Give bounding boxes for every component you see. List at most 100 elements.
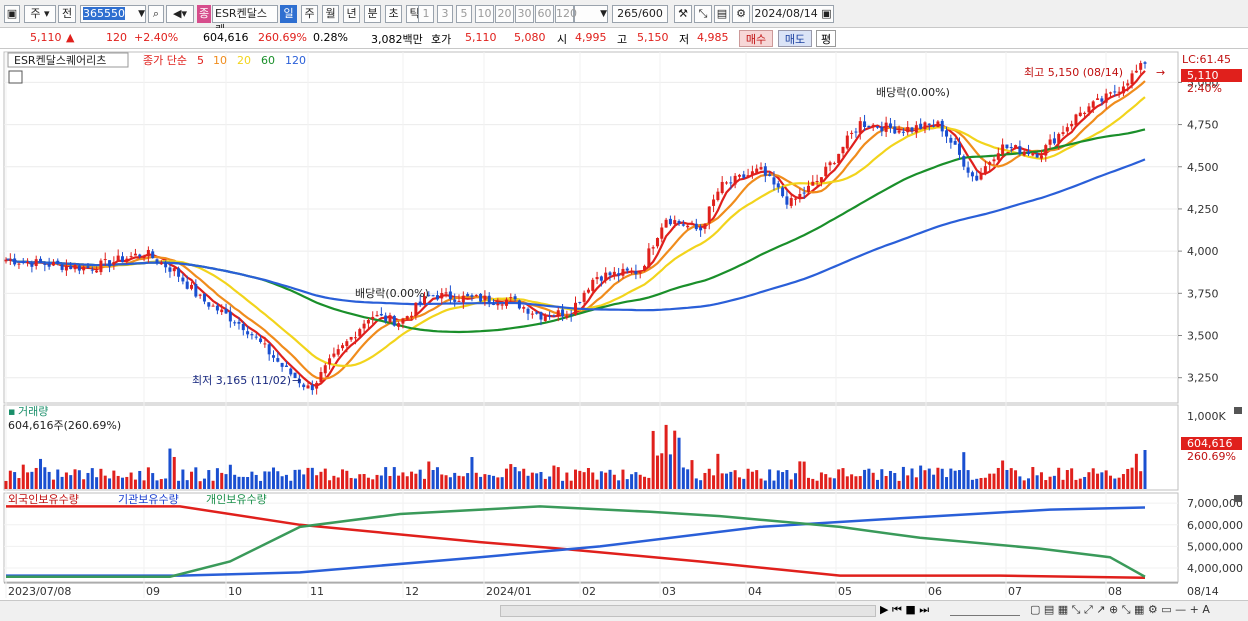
volume-bar	[1087, 472, 1091, 489]
volume-bar	[1134, 453, 1138, 489]
candle-body	[824, 166, 828, 177]
volume-bar	[625, 479, 629, 489]
candle-body	[880, 126, 884, 132]
search-icon[interactable]: ⌕	[148, 5, 164, 23]
candle-body	[51, 262, 55, 266]
candle-body	[725, 182, 729, 184]
volume-bar	[21, 464, 25, 489]
candle-body	[699, 227, 703, 231]
scroll-controls[interactable]: ▶ ⏮ ■ ⏭	[880, 603, 930, 616]
volume-bar	[837, 469, 841, 489]
period-2-button[interactable]: 월	[322, 5, 339, 23]
save-icon[interactable]: ▤	[714, 5, 730, 23]
scroll-track[interactable]	[500, 605, 876, 617]
market-select[interactable]: 주 ▾	[24, 5, 56, 23]
holdings-close-icon[interactable]	[1234, 495, 1242, 502]
interval-1-button[interactable]: 1	[418, 5, 434, 23]
volume-bar	[341, 469, 345, 489]
candle-body	[405, 316, 409, 320]
interval-5-button[interactable]: 5	[456, 5, 472, 23]
period-3-button[interactable]: 년	[343, 5, 360, 23]
x-tick-label: 04	[748, 585, 762, 598]
volume-close-icon[interactable]	[1234, 407, 1242, 414]
volume-bar	[901, 466, 905, 489]
volume-bar	[349, 477, 353, 489]
volume-bar	[750, 471, 754, 489]
candle-body	[759, 167, 763, 170]
gear-icon[interactable]: ⚙	[732, 5, 750, 23]
interval-10-button[interactable]: 10	[475, 5, 494, 23]
zoom-slider[interactable]	[950, 604, 1020, 616]
layout-icon[interactable]: ▣	[4, 5, 20, 23]
candle-body	[34, 259, 38, 266]
candle-body	[129, 256, 133, 258]
candle-body	[233, 322, 237, 324]
interval-30-button[interactable]: 30	[515, 5, 534, 23]
candle-body	[39, 258, 43, 263]
interval-120-button[interactable]: 120	[555, 5, 577, 23]
volume-bar	[716, 453, 720, 489]
period-4-button[interactable]: 분	[364, 5, 381, 23]
period-5-button[interactable]: 초	[385, 5, 402, 23]
volume-bar	[504, 468, 508, 489]
chart-tool-icon[interactable]: ⤡	[694, 5, 712, 23]
volume-bar	[375, 474, 379, 489]
interval-20-button[interactable]: 20	[495, 5, 514, 23]
candle-body	[677, 221, 681, 224]
legend-name-box[interactable]	[7, 52, 129, 68]
interval-dropdown[interactable]: ▼	[574, 5, 608, 23]
volume-bar	[966, 470, 970, 489]
volume-bar	[733, 470, 737, 489]
period-0-button[interactable]: 일	[280, 5, 297, 23]
interval-3-button[interactable]: 3	[437, 5, 453, 23]
candle-body	[177, 268, 181, 277]
calc-icon[interactable]	[8, 70, 23, 84]
candle-body	[776, 183, 780, 188]
volume-bar	[82, 479, 86, 489]
candle-body	[310, 385, 314, 391]
buy-button[interactable]: 매수	[739, 30, 773, 47]
volume-bar	[1117, 477, 1121, 489]
candle-body	[841, 146, 845, 154]
high-arrow-icon: →	[1156, 66, 1165, 79]
eval-button[interactable]: 평	[816, 30, 836, 47]
volume-bar	[237, 476, 241, 489]
candle-body	[832, 163, 836, 165]
sell-button[interactable]: 매도	[778, 30, 812, 47]
speaker-icon[interactable]: ◀▾	[166, 5, 194, 23]
chart-area[interactable]: 5,0004,7504,5004,2504,0003,7503,5003,250…	[0, 50, 1248, 601]
candle-body	[284, 365, 288, 367]
volume-bar	[474, 472, 478, 489]
candle-body	[703, 223, 707, 229]
volume-bar	[664, 424, 668, 489]
period-1-button[interactable]: 주	[301, 5, 318, 23]
volume-bar	[228, 464, 232, 489]
draw-tools-icons[interactable]: ▢ ▤ ▦ ⤡ ⤢ ↗ ⊕ ⤡ ▦ ⚙ ▭ — + A	[1030, 603, 1210, 616]
date-field[interactable]: 2024/08/14 ▣	[752, 5, 834, 23]
volume-bar	[586, 468, 590, 489]
volume-bar	[500, 477, 504, 489]
legend-ma-5: 5	[197, 54, 204, 67]
count-field[interactable]: 265/600	[612, 5, 668, 23]
volume-bar	[768, 469, 772, 489]
candle-body	[548, 315, 552, 317]
candle-body	[526, 308, 530, 314]
candle-body	[1022, 151, 1026, 156]
volume-bar	[422, 478, 426, 489]
volume-bar	[599, 471, 603, 489]
holdings-lines	[6, 505, 1146, 580]
dividend-annotation-2: 배당락(0.00%)	[876, 86, 950, 99]
interval-60-button[interactable]: 60	[535, 5, 554, 23]
prev-button[interactable]: 전	[58, 5, 76, 23]
volume-bar	[185, 480, 189, 489]
volume-bar	[487, 474, 491, 489]
candle-body	[302, 384, 306, 388]
tools-icon[interactable]: ⚒	[674, 5, 692, 23]
volume-bar	[897, 480, 901, 489]
volume-bar	[517, 471, 521, 489]
candle-body	[379, 313, 383, 316]
stock-name-field[interactable]: ESR켄달스퀘	[212, 5, 278, 36]
volume-bar	[440, 474, 444, 489]
code-input[interactable]: 365550 ▼	[80, 5, 146, 23]
candle-body	[220, 309, 224, 313]
